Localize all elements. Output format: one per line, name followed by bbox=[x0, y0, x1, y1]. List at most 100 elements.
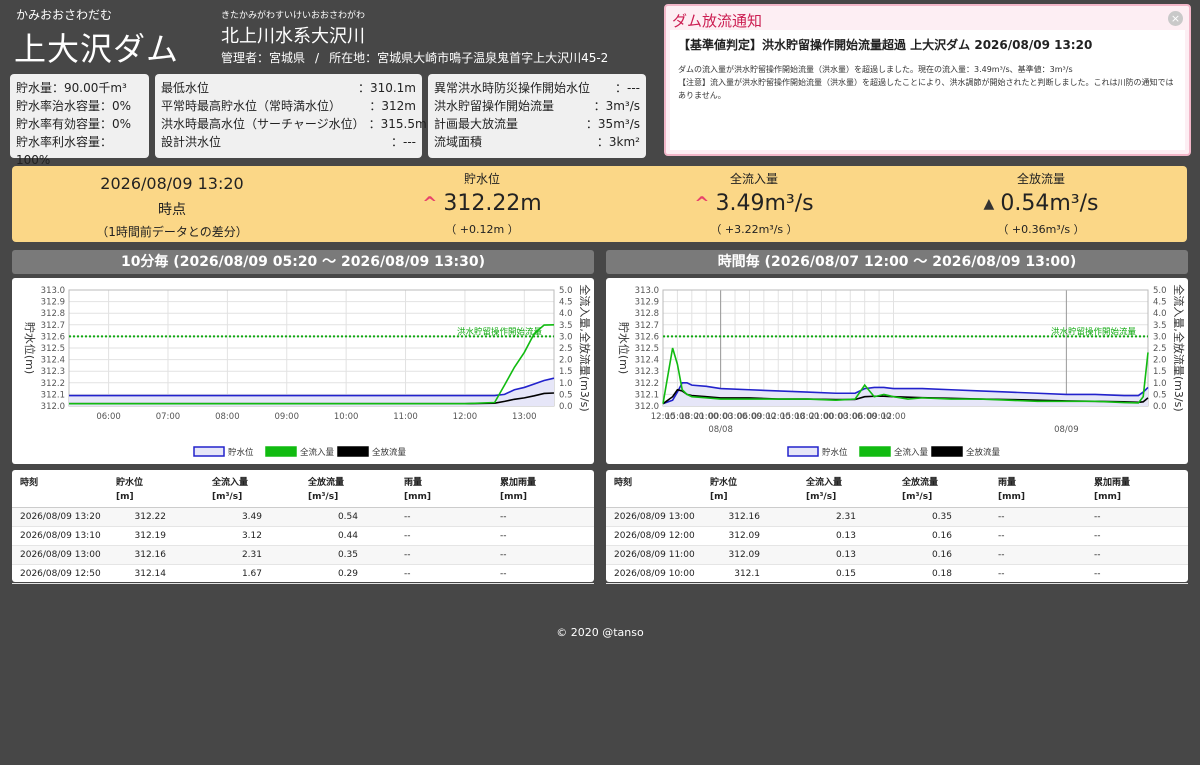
y2-tick-label: 1.0 bbox=[559, 379, 573, 389]
y2-tick-label: 3.5 bbox=[1153, 321, 1167, 331]
left-panel-title: 10分毎 (2026/08/09 05:20 〜 2026/08/09 13:3… bbox=[12, 250, 594, 274]
flow-row: 洪水貯留操作開始流量 ：3m³/s bbox=[434, 97, 640, 115]
table-cell: 0.29 bbox=[337, 569, 358, 579]
y-tick-label: 312.2 bbox=[41, 379, 65, 389]
table-cell: 2026/08/09 13:10 bbox=[20, 531, 101, 541]
x-tick-label: 00:00 bbox=[824, 412, 849, 422]
x-tick-label: 12:00 bbox=[651, 412, 676, 422]
metric-outflow: 全放流量 ▲ 0.54m³/s （ +0.36m³/s ） bbox=[941, 170, 1141, 237]
table-cell: 2026/08/09 12:50 bbox=[20, 569, 101, 579]
table-cell: 2026/08/09 11:00 bbox=[614, 550, 695, 560]
close-icon[interactable]: × bbox=[1168, 11, 1183, 26]
metric-diff: （ +0.36m³/s ） bbox=[997, 223, 1085, 236]
legend-swatch bbox=[193, 446, 225, 457]
x-tick-label: 03:00 bbox=[723, 412, 748, 422]
legend-swatch bbox=[787, 446, 819, 457]
table-cell: -- bbox=[500, 569, 507, 579]
table-cell: 0.13 bbox=[835, 531, 856, 541]
x-tick-label: 03:00 bbox=[838, 412, 863, 422]
th-outflow: 全放流量 [m³/s] bbox=[308, 478, 345, 502]
table-row: 2026/08/09 13:10 312.19 3.12 0.44 -- -- bbox=[12, 527, 594, 546]
up-arrow-icon: ^ bbox=[422, 193, 438, 214]
y-tick-label: 312.1 bbox=[635, 390, 659, 400]
x-tick-label: 13:00 bbox=[512, 412, 537, 422]
table-cell: 312.14 bbox=[134, 569, 167, 579]
table-cell: -- bbox=[404, 569, 411, 579]
th-cumrain: 累加雨量 [mm] bbox=[500, 478, 537, 502]
y-tick-label: 312.5 bbox=[41, 344, 65, 354]
table-row: 2026/08/09 12:00 312.09 0.13 0.16 -- -- bbox=[606, 527, 1188, 546]
y-tick-label: 312.5 bbox=[635, 344, 659, 354]
metric-inflow: 全流入量 ^ 3.49m³/s （ +3.22m³/s ） bbox=[654, 170, 854, 237]
y-tick-label: 312.8 bbox=[41, 309, 65, 319]
table-cell: -- bbox=[998, 512, 1005, 522]
y-axis-label: 貯水位(m) bbox=[23, 322, 37, 374]
flow-label: 流域面積 bbox=[434, 135, 483, 149]
flow-row: 計画最大放流量 ：35m³/s bbox=[434, 115, 640, 133]
dam-kana: かみおおさわだむ bbox=[16, 8, 113, 22]
table-cell: 2026/08/09 13:00 bbox=[614, 512, 695, 522]
footer-copyright: © 2020 @tanso bbox=[556, 626, 644, 639]
flow-label: 計画最大放流量 bbox=[434, 117, 519, 131]
x-tick-label: 09:00 bbox=[867, 412, 892, 422]
y-tick-label: 312.3 bbox=[41, 367, 65, 377]
notice-heading: 【基準値判定】洪水貯留操作開始流量超過 上大沢ダム 2026/08/09 13:… bbox=[678, 38, 1093, 52]
x-tick-label: 10:00 bbox=[334, 412, 359, 422]
table-cell: 2026/08/09 13:20 bbox=[20, 512, 101, 522]
right-table: 時刻 貯水位 [m] 全流入量 [m³/s] 全放流量 [m³/s] 雨量 [mm] 累… bbox=[606, 470, 1188, 584]
x-tick-label: 15:00 bbox=[665, 412, 690, 422]
right-panel-title: 時間毎 (2026/08/07 12:00 〜 2026/08/09 13:00… bbox=[606, 250, 1188, 274]
table-cell: 2026/08/09 13:00 bbox=[20, 550, 101, 560]
storage-box: 貯水量：90.00千m³ 貯水率治水容量：0% 貯水率有効容量：0% 貯水率利水… bbox=[10, 74, 149, 167]
river-name: 北上川水系大沢川 bbox=[221, 26, 365, 47]
right-chart-box: 313.0 312.9 312.8 312.7 312.6 312.5 312.4 312.3… bbox=[606, 278, 1188, 464]
table-cell: 312.19 bbox=[134, 531, 167, 541]
notice-body: ダムの流入量が洪水貯留操作開始流量（洪水量）を超過しました。現在の流入量：3.4… bbox=[678, 63, 1177, 102]
metric-label: 全放流量 bbox=[1016, 172, 1065, 186]
notice-content: 【基準値判定】洪水貯留操作開始流量超過 上大沢ダム 2026/08/09 13:… bbox=[670, 30, 1185, 150]
table-cell: 3.49 bbox=[241, 512, 262, 522]
admin-label: 管理者：宮城県 bbox=[221, 51, 306, 65]
table-cell: 0.13 bbox=[835, 550, 856, 560]
th-inflow: 全流入量 [m³/s] bbox=[212, 478, 249, 502]
table-cell: 2.31 bbox=[835, 512, 856, 522]
y2-tick-label: 0.0 bbox=[1153, 402, 1167, 412]
y-tick-label: 312.4 bbox=[41, 356, 65, 366]
series-line-level bbox=[662, 382, 1149, 405]
table-cell: 312.1 bbox=[734, 569, 760, 579]
table-cell: 312.22 bbox=[134, 512, 167, 522]
y-tick-label: 312.0 bbox=[635, 402, 659, 412]
summary-time-suffix: 時点 bbox=[158, 202, 186, 218]
y2-tick-label: 2.5 bbox=[559, 344, 573, 354]
x-tick-label: 09:00 bbox=[275, 412, 300, 422]
legend-label: 全流入量 bbox=[300, 447, 335, 458]
summary-time-block: 2026/08/09 13:20 時点 （1時間前データとの差分） bbox=[92, 174, 252, 240]
table-cell: -- bbox=[998, 569, 1005, 579]
summary-band: 2026/08/09 13:20 時点 （1時間前データとの差分） 貯水位 ^ 3… bbox=[12, 166, 1187, 242]
table-cell: 0.16 bbox=[931, 531, 952, 541]
table-cell: -- bbox=[1094, 512, 1101, 522]
storage-volume: 貯水量：90.00千m³ bbox=[16, 81, 127, 95]
x-tick-label: 12:00 bbox=[453, 412, 478, 422]
table-cell: -- bbox=[500, 512, 507, 522]
legend-label: 全放流量 bbox=[966, 447, 1001, 458]
left-table: 時刻 貯水位 [m] 全流入量 [m³/s] 全放流量 [m³/s] 雨量 [mm] 累… bbox=[12, 470, 594, 584]
metric-diff: （ +3.22m³/s ） bbox=[710, 223, 798, 236]
metric-value: 3.49m³/s bbox=[715, 191, 814, 216]
y-tick-label: 313.0 bbox=[635, 286, 659, 296]
th-rain: 雨量 [mm] bbox=[404, 478, 431, 502]
y2-tick-label: 0.0 bbox=[559, 402, 573, 412]
level-row: 洪水時最高水位（サーチャージ水位） ：315.5m bbox=[161, 115, 427, 133]
table-cell: 0.35 bbox=[931, 512, 952, 522]
table-cell: 312.16 bbox=[134, 550, 167, 560]
y2-tick-label: 1.5 bbox=[1153, 367, 1167, 377]
table-cell: 312.09 bbox=[728, 550, 761, 560]
notice-line: 【注意】流入量が洪水貯留操作開始流量（洪水量）を超過したことにより、洪水調節が開… bbox=[678, 78, 1174, 100]
level-label: 平常時最高貯水位（常時満水位） bbox=[161, 99, 342, 113]
y2-tick-label: 5.0 bbox=[559, 286, 573, 296]
storage-effective-rate: 貯水率有効容量：0% bbox=[16, 117, 132, 131]
table-cell: 312.09 bbox=[728, 531, 761, 541]
x-tick-label: 12:00 bbox=[766, 412, 791, 422]
metric-label: 貯水位 bbox=[463, 172, 500, 186]
